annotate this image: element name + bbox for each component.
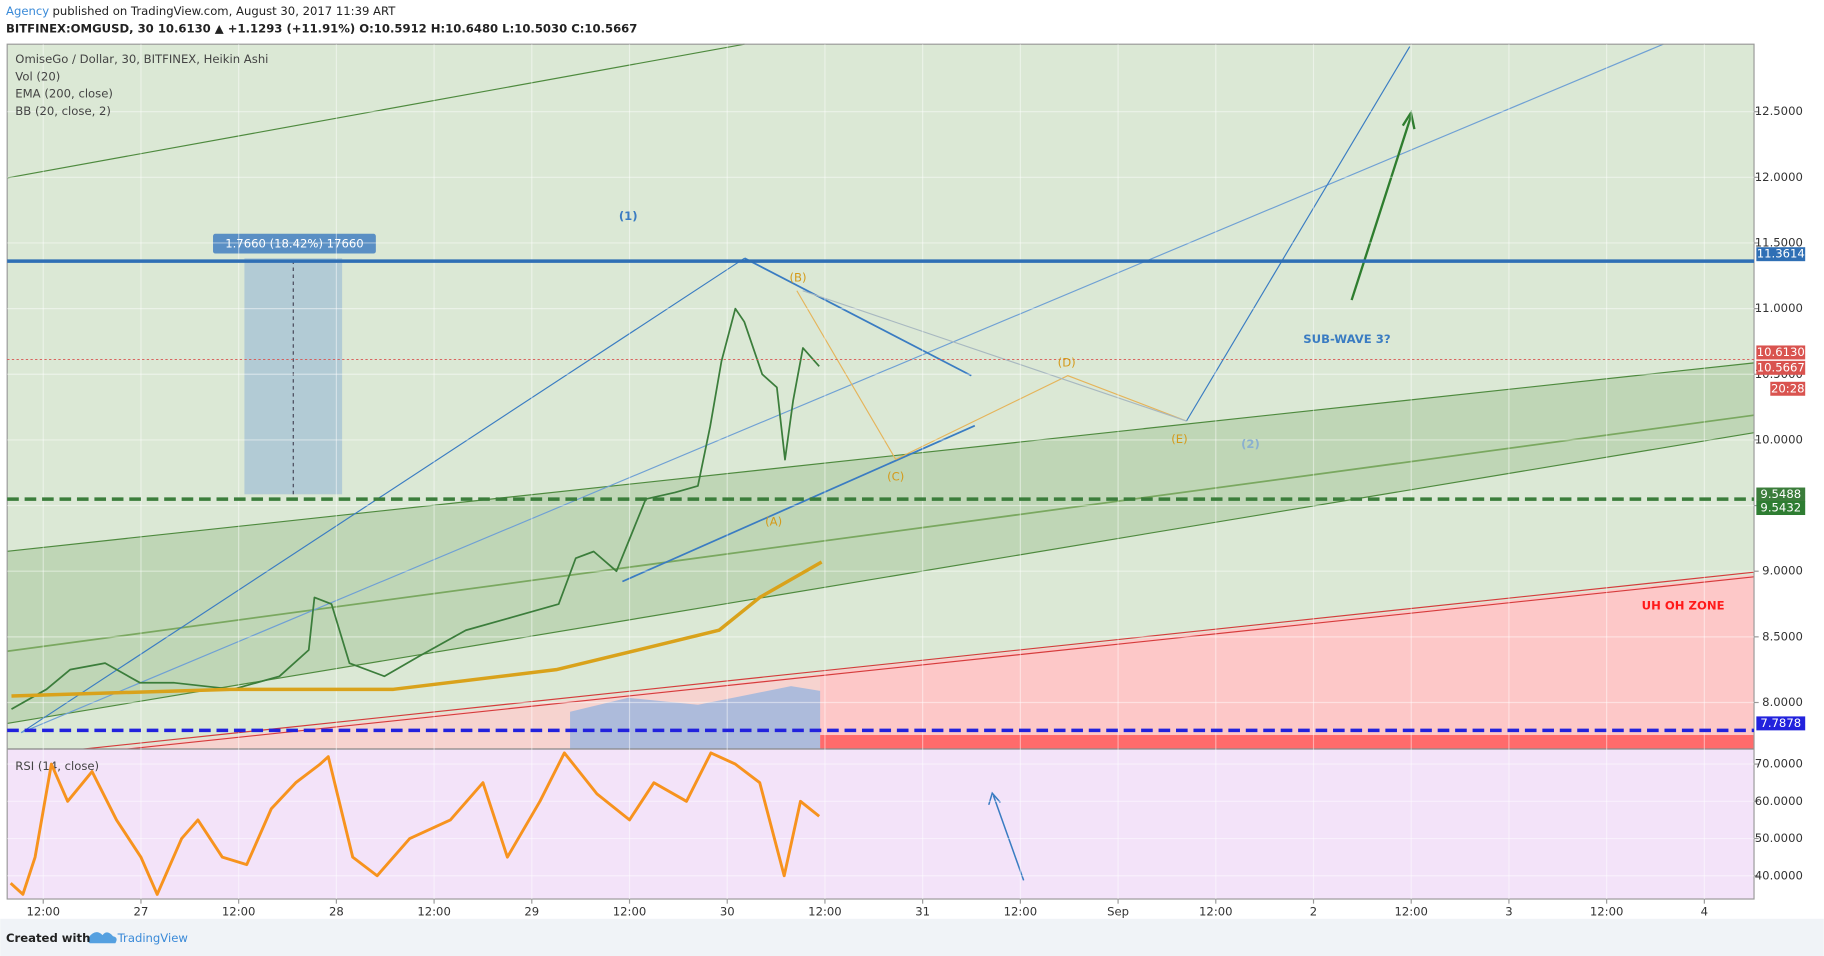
channel-line bbox=[7, 414, 1755, 653]
legend-indicator: Vol (20) bbox=[15, 69, 60, 83]
countdown-box bbox=[1770, 381, 1806, 396]
grid bbox=[7, 44, 1755, 900]
published: published on TradingView.com, August 30,… bbox=[53, 4, 397, 18]
x-tick-label: 12:00 bbox=[613, 904, 647, 918]
legend-indicator: EMA (200, close) bbox=[15, 87, 113, 101]
x-tick-label: 30 bbox=[720, 904, 735, 918]
annotation: UH OH ZONE bbox=[1642, 598, 1725, 612]
footer-text: Created with bbox=[6, 931, 90, 945]
x-tick-label: 12:00 bbox=[1199, 904, 1233, 918]
measure-label: 1.7660 (18.42%) 17660 bbox=[225, 237, 363, 251]
annotation: (1) bbox=[619, 209, 638, 223]
trend-line bbox=[744, 257, 972, 377]
x-tick-label: 12:00 bbox=[222, 904, 256, 918]
y-tick-label: 10.0000 bbox=[1755, 432, 1803, 446]
channel-line bbox=[7, 43, 745, 179]
price-label: 9.5488 bbox=[1760, 487, 1801, 501]
price-label-box bbox=[1756, 360, 1806, 375]
x-tick-label: 28 bbox=[329, 904, 344, 918]
arrow-head bbox=[988, 791, 1001, 806]
channel-line bbox=[7, 432, 1755, 724]
annotation: (E) bbox=[1171, 432, 1187, 446]
x-tick-label: 3 bbox=[1505, 904, 1512, 918]
trend-line bbox=[622, 424, 976, 583]
trend-line bbox=[7, 571, 1755, 758]
author[interactable]: Agency bbox=[6, 4, 49, 18]
x-tick-label: 12:00 bbox=[1004, 904, 1038, 918]
series-line bbox=[11, 307, 820, 710]
y-tick-label: 8.0000 bbox=[1762, 695, 1803, 709]
danger-zone bbox=[820, 574, 1755, 749]
price-label: 11.3614 bbox=[1757, 247, 1805, 261]
x-tick-label: 12:00 bbox=[1590, 904, 1624, 918]
drawings bbox=[0, 43, 1824, 956]
measure-label-box bbox=[213, 233, 376, 254]
y-tick-label: 8.5000 bbox=[1762, 629, 1803, 643]
rsi-title: RSI (14, close) bbox=[15, 759, 99, 773]
x-tick-label: 27 bbox=[134, 904, 149, 918]
annotation: (B) bbox=[790, 270, 807, 284]
channel bbox=[7, 362, 1755, 724]
y-tick-label: 12.5000 bbox=[1755, 104, 1803, 118]
series-line bbox=[11, 560, 823, 698]
trend-line bbox=[20, 43, 1664, 734]
price-label: 10.6130 bbox=[1757, 345, 1805, 359]
footer-bar bbox=[0, 918, 1824, 956]
x-tick-label: 31 bbox=[915, 904, 930, 918]
y-tick-label: 9.0000 bbox=[1762, 564, 1803, 578]
y-tick-label: 11.0000 bbox=[1755, 301, 1803, 315]
price-label-box bbox=[1756, 487, 1806, 502]
trend-line bbox=[1185, 46, 1411, 422]
price-label-box bbox=[1756, 501, 1806, 516]
price-label-box bbox=[1756, 345, 1806, 360]
x-tick-label: 4 bbox=[1701, 904, 1708, 918]
y-tick-label: 50.0000 bbox=[1755, 831, 1803, 845]
x-tick-label: Sep bbox=[1107, 904, 1129, 918]
x-tick-label: 2 bbox=[1310, 904, 1317, 918]
series-line bbox=[9, 751, 821, 896]
volume-area bbox=[570, 686, 821, 749]
legend-indicator: BB (20, close, 2) bbox=[15, 104, 111, 118]
x-tick-label: 29 bbox=[524, 904, 539, 918]
price-label-box bbox=[1756, 247, 1806, 262]
price-label: 7.7878 bbox=[1760, 716, 1801, 730]
arrow bbox=[1350, 115, 1413, 301]
symbol-line: BITFINEX:OMGUSD, 30 10.6130 ▲ +1.1293 (+… bbox=[6, 22, 637, 36]
channel-line bbox=[7, 362, 1755, 552]
arrow-head bbox=[1401, 109, 1416, 130]
rsi-pane-background bbox=[7, 748, 1755, 900]
danger-band bbox=[820, 735, 1755, 749]
trend-line bbox=[20, 257, 745, 734]
footer-brand[interactable]: TradingView bbox=[117, 931, 189, 945]
annotation: (2) bbox=[1241, 437, 1260, 451]
y-tick-label: 40.0000 bbox=[1755, 868, 1803, 882]
annotation: (D) bbox=[1058, 355, 1076, 369]
y-tick-label: 12.0000 bbox=[1755, 170, 1803, 184]
arrow bbox=[992, 795, 1025, 881]
y-tick-label: 60.0000 bbox=[1755, 794, 1803, 808]
price-label: 10.5667 bbox=[1757, 360, 1805, 374]
x-tick-label: 12:00 bbox=[808, 904, 842, 918]
annotation: (A) bbox=[765, 515, 782, 529]
x-tick-label: 12:00 bbox=[417, 904, 451, 918]
frame bbox=[6, 43, 1755, 900]
legend-main: OmiseGo / Dollar, 30, BITFINEX, Heikin A… bbox=[15, 52, 268, 66]
countdown: 20:28 bbox=[1771, 381, 1805, 395]
trend-line bbox=[7, 576, 1755, 763]
price-label-box bbox=[1756, 716, 1806, 731]
annotation: (C) bbox=[887, 469, 904, 483]
brand-logo bbox=[87, 932, 117, 944]
y-tick-label: 70.0000 bbox=[1755, 757, 1803, 771]
wave-path bbox=[802, 290, 1187, 422]
x-tick-label: 12:00 bbox=[26, 904, 60, 918]
y-tick-label: 11.5000 bbox=[1755, 235, 1803, 249]
x-tick-label: 12:00 bbox=[1394, 904, 1428, 918]
wave-path bbox=[796, 290, 1187, 461]
annotation: SUB-WAVE 3? bbox=[1303, 332, 1390, 346]
price-label: 9.5432 bbox=[1760, 501, 1801, 515]
